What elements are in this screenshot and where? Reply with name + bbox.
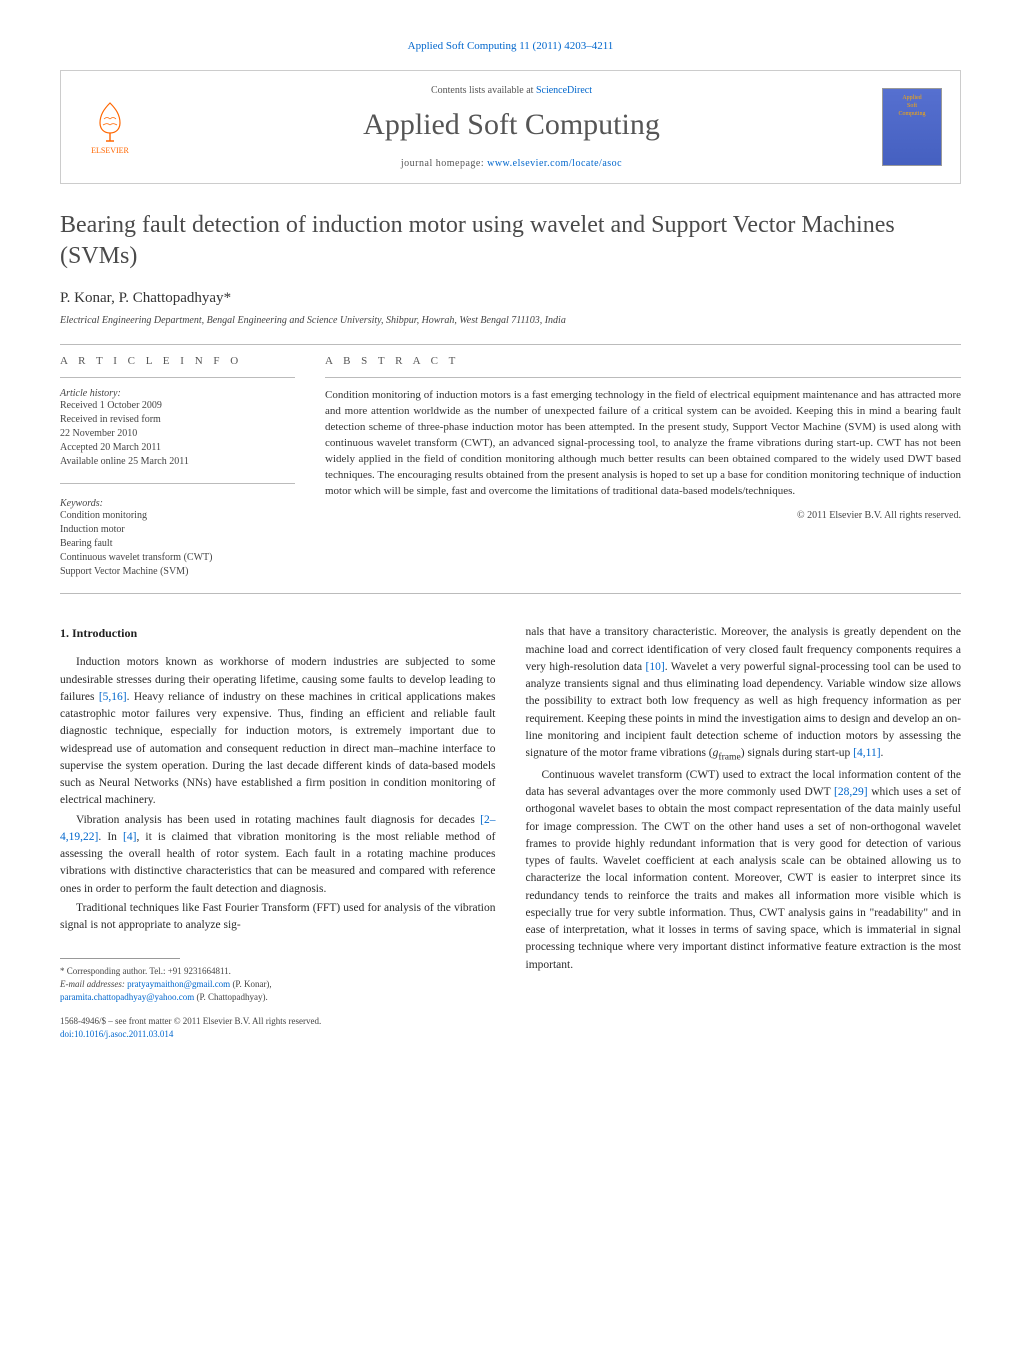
- elsevier-logo: ELSEVIER: [79, 92, 141, 162]
- homepage-link[interactable]: www.elsevier.com/locate/asoc: [487, 158, 622, 169]
- history-line: Available online 25 March 2011: [60, 455, 295, 469]
- abstract-heading: A B S T R A C T: [325, 355, 961, 367]
- section-number: 1.: [60, 626, 69, 640]
- abstract-text: Condition monitoring of induction motors…: [325, 388, 961, 500]
- journal-header: ELSEVIER Contents lists available at Sci…: [60, 70, 961, 184]
- left-column: 1. Introduction Induction motors known a…: [60, 624, 496, 1040]
- paragraph: Continuous wavelet transform (CWT) used …: [526, 767, 962, 974]
- email-link[interactable]: paramita.chattopadhyay@yahoo.com: [60, 992, 194, 1002]
- info-divider-2: [60, 483, 295, 484]
- right-column: nals that have a transitory characterist…: [526, 624, 962, 1040]
- cover-text: Applied Soft Computing: [898, 95, 925, 118]
- corresponding-footnote: * Corresponding author. Tel.: +91 923166…: [60, 965, 496, 1003]
- email-line-2: paramita.chattopadhyay@yahoo.com (P. Cha…: [60, 991, 496, 1004]
- paragraph: nals that have a transitory characterist…: [526, 624, 962, 764]
- homepage-line: journal homepage: www.elsevier.com/locat…: [141, 158, 882, 169]
- email-label: E-mail addresses:: [60, 979, 125, 989]
- history-line: 22 November 2010: [60, 427, 295, 441]
- article-info-heading: A R T I C L E I N F O: [60, 355, 295, 367]
- elsevier-tree-icon: [90, 99, 130, 143]
- elsevier-label: ELSEVIER: [91, 146, 129, 155]
- journal-reference: Applied Soft Computing 11 (2011) 4203–42…: [60, 40, 961, 52]
- divider-bottom: [60, 593, 961, 594]
- footnote-separator: [60, 958, 180, 959]
- affiliation: Electrical Engineering Department, Benga…: [60, 315, 961, 326]
- corresponding-marker: *: [224, 290, 232, 306]
- section-title: Introduction: [72, 626, 137, 640]
- abstract-divider: [325, 377, 961, 378]
- authors: P. Konar, P. Chattopadhyay*: [60, 290, 961, 307]
- info-abstract-row: A R T I C L E I N F O Article history: R…: [60, 355, 961, 579]
- keyword: Continuous wavelet transform (CWT): [60, 551, 295, 565]
- citation-link[interactable]: [4]: [123, 831, 136, 843]
- keyword: Induction motor: [60, 523, 295, 537]
- keywords-label: Keywords:: [60, 498, 295, 509]
- email-line: E-mail addresses: pratyaymaithon@gmail.c…: [60, 978, 496, 991]
- keyword: Support Vector Machine (SVM): [60, 565, 295, 579]
- corr-author-line: * Corresponding author. Tel.: +91 923166…: [60, 965, 496, 978]
- info-divider-1: [60, 377, 295, 378]
- paragraph: Vibration analysis has been used in rota…: [60, 812, 496, 898]
- doi-link[interactable]: doi:10.1016/j.asoc.2011.03.014: [60, 1029, 173, 1039]
- section-heading: 1. Introduction: [60, 624, 496, 642]
- contents-prefix: Contents lists available at: [431, 85, 536, 96]
- header-center: Contents lists available at ScienceDirec…: [141, 85, 882, 169]
- history-line: Accepted 20 March 2011: [60, 441, 295, 455]
- journal-cover-thumbnail: Applied Soft Computing: [882, 88, 942, 166]
- article-title: Bearing fault detection of induction mot…: [60, 210, 961, 272]
- abstract-column: A B S T R A C T Condition monitoring of …: [325, 355, 961, 579]
- citation-link[interactable]: [10]: [646, 661, 665, 673]
- abstract-copyright: © 2011 Elsevier B.V. All rights reserved…: [325, 510, 961, 521]
- doi-block: 1568-4946/$ – see front matter © 2011 El…: [60, 1015, 496, 1040]
- citation-link[interactable]: [28,29]: [834, 786, 868, 798]
- email-who: (P. Chattopadhyay).: [197, 992, 268, 1002]
- divider-top: [60, 344, 961, 345]
- history-label: Article history:: [60, 388, 295, 399]
- homepage-prefix: journal homepage:: [401, 158, 487, 169]
- paragraph: Induction motors known as workhorse of m…: [60, 654, 496, 809]
- author-names: P. Konar, P. Chattopadhyay: [60, 290, 224, 306]
- keyword: Bearing fault: [60, 537, 295, 551]
- journal-name: Applied Soft Computing: [141, 108, 882, 142]
- keyword: Condition monitoring: [60, 509, 295, 523]
- email-who: (P. Konar),: [232, 979, 271, 989]
- history-line: Received 1 October 2009: [60, 399, 295, 413]
- sciencedirect-link[interactable]: ScienceDirect: [536, 85, 592, 96]
- history-line: Received in revised form: [60, 413, 295, 427]
- body-columns: 1. Introduction Induction motors known a…: [60, 624, 961, 1040]
- email-link[interactable]: pratyaymaithon@gmail.com: [127, 979, 230, 989]
- citation-link[interactable]: [4,11]: [853, 747, 880, 759]
- paragraph: Traditional techniques like Fast Fourier…: [60, 900, 496, 935]
- front-matter-line: 1568-4946/$ – see front matter © 2011 El…: [60, 1015, 496, 1028]
- citation-link[interactable]: [5,16]: [99, 691, 127, 703]
- contents-list-line: Contents lists available at ScienceDirec…: [141, 85, 882, 96]
- article-info-column: A R T I C L E I N F O Article history: R…: [60, 355, 295, 579]
